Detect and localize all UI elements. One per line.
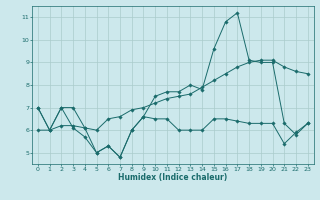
X-axis label: Humidex (Indice chaleur): Humidex (Indice chaleur) bbox=[118, 173, 228, 182]
